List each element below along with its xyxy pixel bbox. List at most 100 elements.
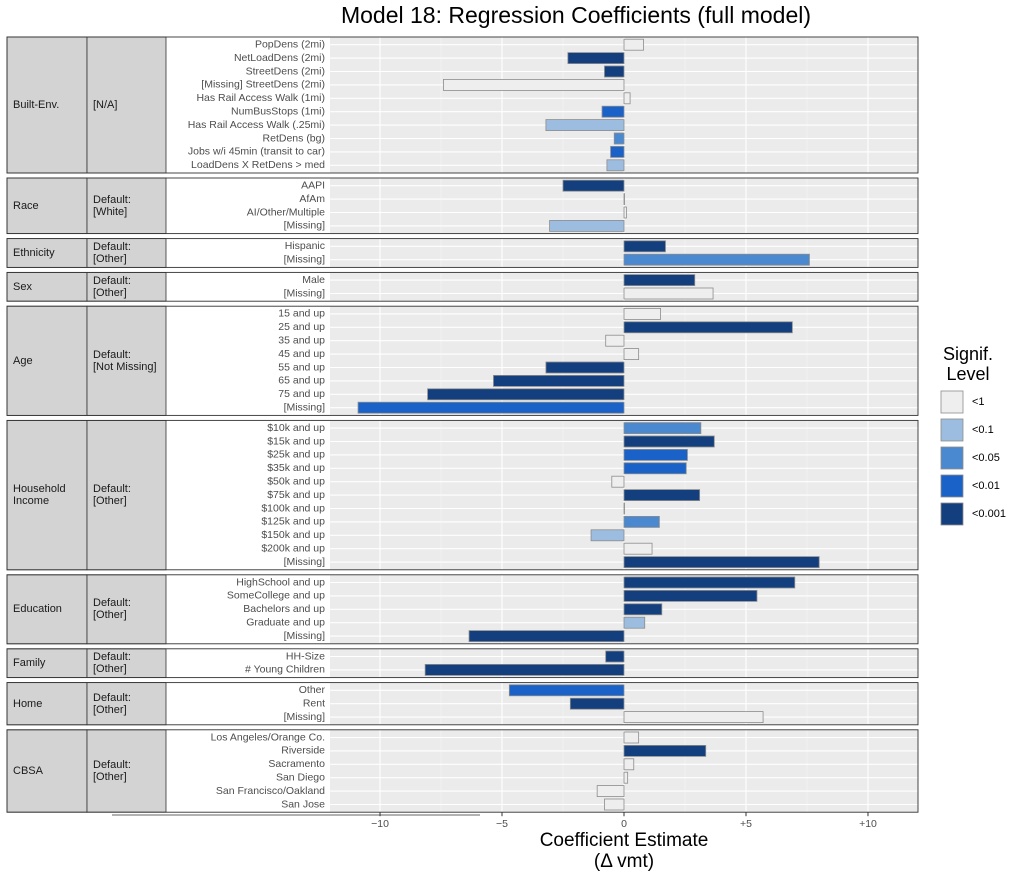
row-label: AI/Other/Multiple bbox=[247, 206, 325, 218]
x-axis-label: Coefficient Estimate bbox=[540, 830, 709, 851]
legend-key bbox=[940, 446, 964, 470]
group-label: Sex bbox=[13, 280, 32, 293]
bar bbox=[424, 664, 625, 676]
group-strip bbox=[6, 682, 88, 726]
panel-border bbox=[6, 36, 919, 174]
reference-label: Default: [Other] bbox=[93, 597, 131, 622]
bar bbox=[623, 771, 629, 784]
x-tick-label: −5 bbox=[496, 818, 508, 830]
row-label: $35k and up bbox=[267, 462, 325, 474]
bar bbox=[357, 401, 625, 414]
legend-title: Signif. bbox=[943, 344, 993, 364]
panel-border bbox=[6, 574, 919, 645]
row-label: 35 and up bbox=[278, 334, 325, 346]
row-label: 65 and up bbox=[278, 375, 325, 387]
reference-label: Default: [Other] bbox=[93, 483, 131, 508]
bar bbox=[596, 785, 625, 797]
row-label: AfAm bbox=[299, 193, 325, 205]
reference-label: Default: [Not Missing] bbox=[93, 348, 157, 373]
group-label: Race bbox=[13, 199, 39, 212]
panel-border bbox=[6, 271, 919, 302]
legend-label: <0.001 bbox=[972, 508, 1006, 520]
group-strip bbox=[6, 729, 88, 813]
panel-border bbox=[6, 729, 919, 813]
legend-key bbox=[940, 474, 964, 498]
bar bbox=[613, 132, 625, 145]
row-label: $125k and up bbox=[261, 516, 325, 528]
bar bbox=[623, 422, 702, 435]
row-label: HighSchool and up bbox=[236, 576, 325, 588]
bar bbox=[623, 556, 820, 568]
row-label: Bachelors and up bbox=[243, 603, 325, 615]
row-label: San Jose bbox=[281, 798, 325, 810]
group-label: Household Income bbox=[13, 483, 66, 508]
group-strip bbox=[6, 36, 88, 174]
x-tick-label: +10 bbox=[859, 818, 877, 830]
row-label: $10k and up bbox=[267, 422, 325, 434]
reference-label: Default: [Other] bbox=[93, 691, 131, 716]
row-label: StreetDens (2mi) bbox=[246, 65, 325, 77]
x-tick-label: +5 bbox=[740, 818, 752, 830]
bar bbox=[623, 745, 707, 757]
reference-strip bbox=[86, 238, 167, 268]
row-label: LoadDens X RetDens > med bbox=[191, 159, 325, 171]
reference-strip bbox=[86, 419, 167, 571]
x-tick-label: −10 bbox=[371, 818, 389, 830]
group-label: Ethnicity bbox=[13, 246, 55, 259]
bar bbox=[623, 711, 764, 723]
row-label: NumBusStops (1mi) bbox=[231, 105, 325, 117]
bar bbox=[508, 684, 625, 697]
group-label: Home bbox=[13, 697, 43, 710]
bar bbox=[567, 52, 625, 64]
group-label: Family bbox=[13, 657, 46, 670]
row-label: San Francisco/Oakland bbox=[216, 785, 325, 797]
row-label: 55 and up bbox=[278, 361, 325, 373]
row-label: $25k and up bbox=[267, 449, 325, 461]
row-label: San Diego bbox=[276, 771, 325, 783]
row-label: [Missing] bbox=[284, 630, 326, 642]
legend-key bbox=[940, 418, 964, 442]
row-label: Rent bbox=[303, 697, 325, 709]
bar bbox=[562, 179, 625, 192]
row-label: [Missing] bbox=[284, 287, 326, 299]
row-label: Sacramento bbox=[268, 758, 325, 770]
row-label: Has Rail Access Walk (.25mi) bbox=[188, 119, 325, 131]
bar bbox=[443, 79, 625, 91]
row-label: [Missing] bbox=[284, 401, 326, 413]
row-label: Graduate and up bbox=[246, 616, 325, 628]
bar bbox=[623, 758, 635, 771]
row-label: 75 and up bbox=[278, 388, 325, 400]
row-label: Has Rail Access Walk (1mi) bbox=[196, 92, 325, 104]
bar bbox=[590, 529, 625, 542]
bar bbox=[623, 616, 646, 629]
panel-border bbox=[6, 238, 919, 268]
chart-title: Model 18: Regression Coefficients (full … bbox=[341, 2, 811, 28]
legend-label: <0.05 bbox=[972, 452, 1000, 464]
row-label: 45 and up bbox=[278, 348, 325, 360]
panel-border bbox=[6, 419, 919, 571]
row-label: Hispanic bbox=[285, 240, 325, 252]
bar bbox=[604, 65, 625, 78]
panel-border bbox=[6, 177, 919, 235]
bar bbox=[623, 307, 661, 320]
row-label: Male bbox=[302, 274, 325, 286]
row-label: AAPI bbox=[301, 179, 325, 191]
row-label: [Missing] bbox=[284, 556, 326, 568]
row-label: HH-Size bbox=[286, 650, 325, 662]
row-label: Riverside bbox=[281, 745, 325, 757]
row-label: 15 and up bbox=[278, 308, 325, 320]
row-label: $50k and up bbox=[267, 475, 325, 487]
bar bbox=[623, 435, 715, 448]
bar bbox=[623, 462, 687, 475]
reference-label: Default: [Other] bbox=[93, 274, 131, 299]
group-label: Education bbox=[13, 603, 62, 616]
row-label: [Missing] bbox=[284, 220, 326, 232]
reference-strip bbox=[86, 682, 167, 726]
bar bbox=[606, 159, 625, 172]
reference-strip bbox=[86, 305, 167, 416]
bar bbox=[468, 630, 625, 642]
bar bbox=[623, 206, 627, 219]
bar bbox=[623, 287, 714, 300]
row-label: [Missing] StreetDens (2mi) bbox=[201, 79, 325, 91]
